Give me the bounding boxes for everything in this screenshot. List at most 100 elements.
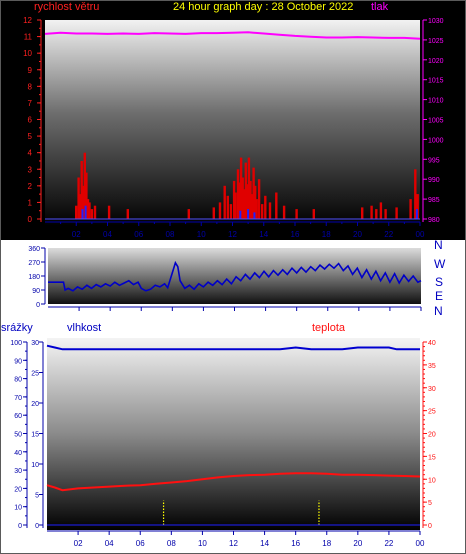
pressure-y-tick-label: 990 bbox=[428, 177, 440, 184]
rain-y-tick-label: 70 bbox=[14, 395, 22, 402]
wind-gust-bar bbox=[255, 199, 258, 219]
wind-gust-bar bbox=[247, 157, 251, 219]
rain-y-tick-label: 0 bbox=[18, 523, 22, 530]
wind-gust-bar bbox=[268, 202, 272, 219]
climate-x-tick-label: 02 bbox=[74, 539, 83, 548]
wind-gust-bar bbox=[250, 194, 254, 219]
wind-average-bar bbox=[81, 209, 84, 219]
wind-gust-bar bbox=[257, 179, 261, 219]
wind-x-tick-label: 14 bbox=[259, 230, 268, 239]
wind-x-tick-label: 10 bbox=[197, 230, 206, 239]
pressure-y-tick-label: 1005 bbox=[428, 118, 444, 125]
wind-y-tick-label: 12 bbox=[23, 16, 32, 25]
pressure-y-tick-label: 1000 bbox=[428, 137, 444, 144]
wind-gust-bar bbox=[88, 202, 91, 219]
wind-gust-bar bbox=[361, 207, 364, 219]
graph-title: 24 hour graph day : 28 October 2022 bbox=[173, 1, 353, 13]
pressure-y-tick-label: 1020 bbox=[428, 58, 444, 65]
wind-y-tick-label: 2 bbox=[28, 182, 33, 191]
wind-gust-bar bbox=[384, 209, 387, 219]
wind-gust-bar bbox=[234, 192, 237, 219]
wind-x-tick-label: 00 bbox=[416, 230, 425, 239]
wind-gust-bar bbox=[218, 202, 222, 219]
pressure-y-tick-label: 1030 bbox=[428, 18, 444, 25]
wind-gust-bar bbox=[77, 177, 80, 219]
humidity-y-tick-label: 15 bbox=[31, 432, 39, 439]
compass-letter-1: W bbox=[434, 257, 446, 271]
climate-x-tick-label: 04 bbox=[105, 539, 114, 548]
direction-y-tick-label: 90 bbox=[32, 288, 40, 295]
climate-x-tick-label: 12 bbox=[229, 539, 238, 548]
wind-x-tick-label: 12 bbox=[228, 230, 237, 239]
climate-x-tick-label: 10 bbox=[198, 539, 207, 548]
rain-y-tick-label: 100 bbox=[10, 340, 22, 347]
wind-gust-bar bbox=[261, 204, 264, 219]
rain-y-tick-label: 40 bbox=[14, 450, 22, 457]
wind-gust-bar bbox=[126, 209, 129, 219]
climate-x-tick-label: 20 bbox=[353, 539, 362, 548]
rain-y-tick-label: 60 bbox=[14, 413, 22, 420]
pressure-label: tlak bbox=[371, 1, 389, 13]
wind-gust-bar bbox=[187, 209, 190, 219]
wind-gust-bar bbox=[223, 185, 226, 219]
wind-gust-bar bbox=[90, 209, 94, 219]
wind-speed-label: rychlost větru bbox=[34, 1, 99, 13]
temperature-y-tick-label: 10 bbox=[428, 477, 436, 484]
humidity-y-tick-label: 25 bbox=[31, 371, 39, 378]
wind-gust-bar bbox=[312, 209, 315, 219]
wind-gust-bar bbox=[93, 205, 97, 219]
wind-y-tick-label: 4 bbox=[28, 149, 33, 158]
wind-x-tick-label: 20 bbox=[353, 230, 362, 239]
temperature-y-tick-label: 40 bbox=[428, 340, 436, 347]
wind-average-bar bbox=[84, 205, 87, 219]
direction-y-tick-label: 0 bbox=[36, 302, 40, 309]
temperature-y-tick-label: 0 bbox=[428, 523, 432, 530]
wind-gust-bar bbox=[232, 180, 236, 219]
wind-gust-bar bbox=[375, 209, 378, 219]
temperature-y-tick-label: 15 bbox=[428, 454, 436, 461]
temperature-y-tick-label: 5 bbox=[428, 500, 432, 507]
wind-x-tick-label: 04 bbox=[103, 230, 112, 239]
wind-average-bar bbox=[253, 212, 256, 219]
wind-gust-bar bbox=[107, 205, 111, 219]
wind-x-tick-label: 22 bbox=[384, 230, 393, 239]
wind-gust-bar bbox=[86, 199, 90, 219]
wind-y-tick-label: 6 bbox=[28, 116, 33, 125]
wind-y-tick-label: 10 bbox=[23, 49, 32, 58]
wind-gust-bar bbox=[246, 184, 249, 219]
wind-gust-bar bbox=[414, 169, 417, 220]
climate-x-tick-label: 14 bbox=[260, 539, 269, 548]
climate-x-tick-label: 18 bbox=[322, 539, 331, 548]
wind-y-tick-label: 11 bbox=[24, 33, 33, 42]
humidity-label: vlhkost bbox=[67, 322, 101, 334]
wind-gust-bar bbox=[249, 180, 252, 219]
temperature-y-tick-label: 35 bbox=[428, 363, 436, 370]
rain-y-tick-label: 20 bbox=[14, 486, 22, 493]
wind-gust-bar bbox=[395, 207, 398, 219]
pressure-y-tick-label: 980 bbox=[428, 217, 440, 224]
pressure-y-tick-label: 995 bbox=[428, 157, 440, 164]
wind-y-tick-label: 1 bbox=[28, 198, 33, 207]
wind-gust-bar bbox=[239, 157, 243, 219]
wind-gust-bar bbox=[254, 185, 257, 219]
compass-letter-4: N bbox=[434, 304, 443, 318]
wind-gust-bar bbox=[241, 177, 244, 219]
temperature-line bbox=[46, 472, 421, 492]
rain-y-tick-label: 90 bbox=[14, 358, 22, 365]
wind-x-tick-label: 06 bbox=[134, 230, 143, 239]
pressure-y-tick-label: 985 bbox=[428, 197, 440, 204]
direction-y-tick-label: 180 bbox=[28, 274, 40, 281]
wind-gust-bar bbox=[295, 209, 298, 219]
wind-gust-bar bbox=[416, 194, 419, 219]
wind-gust-bar bbox=[244, 162, 247, 219]
climate-x-tick-label: 06 bbox=[136, 539, 145, 548]
wind-y-tick-label: 5 bbox=[28, 132, 33, 141]
climate-x-tick-label: 00 bbox=[416, 539, 425, 548]
temperature-y-tick-label: 30 bbox=[428, 386, 436, 393]
humidity-y-tick-label: 20 bbox=[31, 401, 39, 408]
climate-x-tick-label: 08 bbox=[167, 539, 176, 548]
wind-gust-bar bbox=[80, 161, 83, 219]
wind-average-bar bbox=[247, 209, 250, 219]
